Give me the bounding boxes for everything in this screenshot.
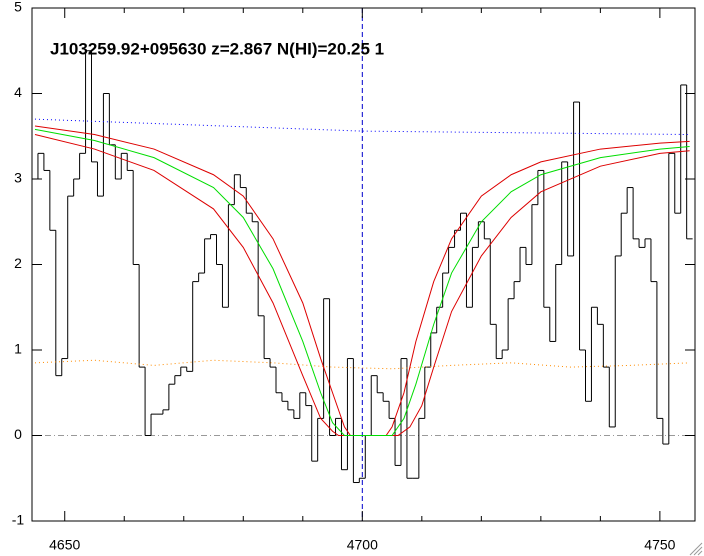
y-tick-label: 1 (14, 341, 22, 357)
resize-grip (689, 542, 703, 556)
x-tick-label: 4650 (49, 537, 80, 553)
model-line (34, 134, 690, 436)
y-tick-label: 5 (14, 0, 22, 15)
model-line (34, 128, 690, 436)
x-tick-label: 4700 (347, 537, 378, 553)
chart-title: J103259.92+095630 z=2.867 N(HI)=20.25 1 (50, 39, 384, 58)
y-tick-label: 2 (14, 255, 22, 271)
y-tick-label: -1 (12, 512, 25, 528)
model-line (34, 359, 690, 370)
x-tick-label: 4750 (644, 537, 675, 553)
plot (32, 8, 695, 521)
y-tick-label: 0 (14, 426, 22, 442)
y-tick-label: 4 (14, 84, 22, 100)
y-tick-label: 3 (14, 170, 22, 186)
